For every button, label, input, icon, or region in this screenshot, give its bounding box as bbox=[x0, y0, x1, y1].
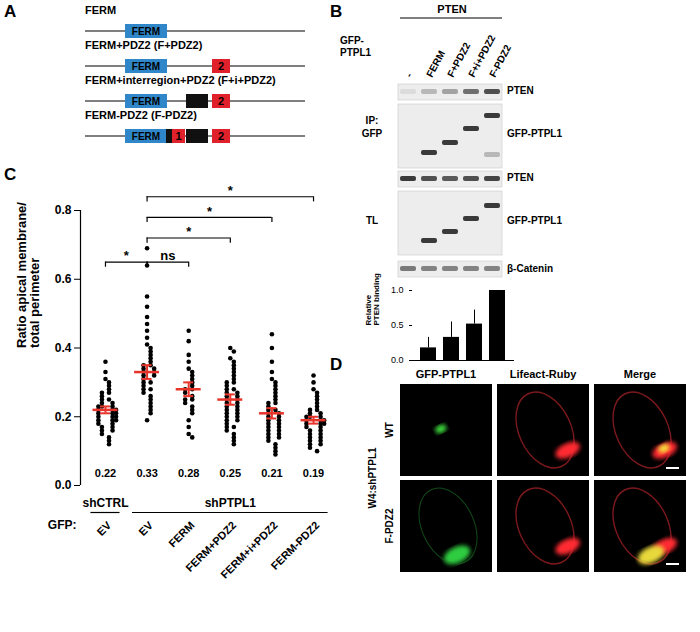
svg-text:1.0: 1.0 bbox=[391, 285, 404, 295]
svg-text:IP:: IP: bbox=[366, 115, 379, 126]
svg-text:FERM+PDZ2: FERM+PDZ2 bbox=[183, 518, 239, 574]
svg-text:B: B bbox=[330, 2, 342, 21]
svg-text:GFP-PTPL1: GFP-PTPL1 bbox=[507, 215, 562, 226]
svg-text:shPTPL1: shPTPL1 bbox=[205, 496, 257, 510]
svg-text:GFP-: GFP- bbox=[340, 35, 364, 46]
svg-text:0.0: 0.0 bbox=[391, 355, 404, 365]
svg-text:W4:shPTPL1: W4:shPTPL1 bbox=[367, 447, 378, 509]
svg-text:WT: WT bbox=[384, 422, 395, 438]
svg-text:FERM-PDZ2: FERM-PDZ2 bbox=[268, 519, 321, 572]
svg-text:FERM: FERM bbox=[132, 131, 160, 142]
svg-text:Lifeact-Ruby: Lifeact-Ruby bbox=[510, 368, 578, 380]
svg-text:0.0: 0.0 bbox=[55, 478, 72, 492]
svg-text:FERM: FERM bbox=[424, 49, 447, 79]
svg-text:F-PDZ2: F-PDZ2 bbox=[487, 42, 513, 78]
svg-text:GFP-PTPL1: GFP-PTPL1 bbox=[416, 368, 477, 380]
svg-text:GFP-PTPL1: GFP-PTPL1 bbox=[507, 128, 562, 139]
svg-text:*: * bbox=[207, 204, 213, 219]
svg-text:2: 2 bbox=[218, 95, 224, 107]
svg-text:D: D bbox=[330, 355, 342, 374]
svg-text:F+i+PDZ2: F+i+PDZ2 bbox=[466, 33, 498, 79]
svg-text:0.2: 0.2 bbox=[55, 410, 72, 424]
svg-text:FERM-PDZ2 (F-PDZ2): FERM-PDZ2 (F-PDZ2) bbox=[85, 109, 197, 121]
svg-text:FERM+interregion+PDZ2 (F+i+PDZ: FERM+interregion+PDZ2 (F+i+PDZ2) bbox=[85, 74, 276, 86]
svg-text:EV: EV bbox=[95, 518, 114, 537]
svg-text:TL: TL bbox=[366, 215, 378, 226]
svg-text:0.4: 0.4 bbox=[55, 341, 72, 355]
svg-text:F-PDZ2: F-PDZ2 bbox=[384, 508, 395, 543]
svg-text:0.28: 0.28 bbox=[178, 467, 199, 479]
svg-text:-: - bbox=[403, 71, 414, 79]
svg-text:β-Catenin: β-Catenin bbox=[507, 263, 553, 274]
svg-text:FERM: FERM bbox=[132, 61, 160, 72]
svg-text:C: C bbox=[4, 165, 16, 184]
svg-text:0.33: 0.33 bbox=[136, 467, 157, 479]
svg-text:shCTRL: shCTRL bbox=[82, 496, 128, 510]
svg-text:ns: ns bbox=[160, 248, 175, 263]
svg-text:0.25: 0.25 bbox=[220, 467, 241, 479]
svg-text:FERM+i+PDZ2: FERM+i+PDZ2 bbox=[218, 519, 280, 581]
svg-text:FERM: FERM bbox=[166, 519, 197, 550]
svg-text:0.19: 0.19 bbox=[303, 467, 324, 479]
svg-text:*: * bbox=[228, 183, 234, 198]
svg-text:2: 2 bbox=[218, 130, 224, 142]
svg-text:0.5: 0.5 bbox=[391, 320, 404, 330]
svg-text:PTEN: PTEN bbox=[437, 3, 466, 15]
svg-text:FERM: FERM bbox=[132, 96, 160, 107]
svg-text:FERM: FERM bbox=[85, 4, 116, 16]
svg-text:0.22: 0.22 bbox=[95, 467, 116, 479]
svg-text:0.8: 0.8 bbox=[55, 203, 72, 217]
svg-text:Merge: Merge bbox=[624, 368, 656, 380]
svg-text:0.21: 0.21 bbox=[261, 467, 282, 479]
svg-text:1: 1 bbox=[175, 130, 181, 142]
svg-text:PTEN: PTEN bbox=[507, 85, 534, 96]
svg-text:EV: EV bbox=[136, 518, 155, 537]
svg-text:*: * bbox=[186, 224, 192, 239]
svg-text:GFP: GFP bbox=[362, 128, 383, 139]
svg-text:Ratio apical membrane/total pe: Ratio apical membrane/total perimeter bbox=[14, 202, 42, 348]
svg-text:FERM+PDZ2 (F+PDZ2): FERM+PDZ2 (F+PDZ2) bbox=[85, 39, 203, 51]
svg-text:F+PDZ2: F+PDZ2 bbox=[445, 40, 473, 79]
svg-text:0.6: 0.6 bbox=[55, 272, 72, 286]
svg-text:GFP:: GFP: bbox=[48, 518, 77, 532]
svg-text:PTPL1: PTPL1 bbox=[340, 47, 372, 58]
svg-text:PTEN: PTEN bbox=[507, 172, 534, 183]
svg-text:A: A bbox=[4, 2, 16, 21]
svg-text:2: 2 bbox=[218, 60, 224, 72]
svg-text:FERM: FERM bbox=[132, 26, 160, 37]
svg-text:*: * bbox=[124, 248, 130, 263]
svg-text:RelativePTEN binding: RelativePTEN binding bbox=[364, 273, 381, 326]
